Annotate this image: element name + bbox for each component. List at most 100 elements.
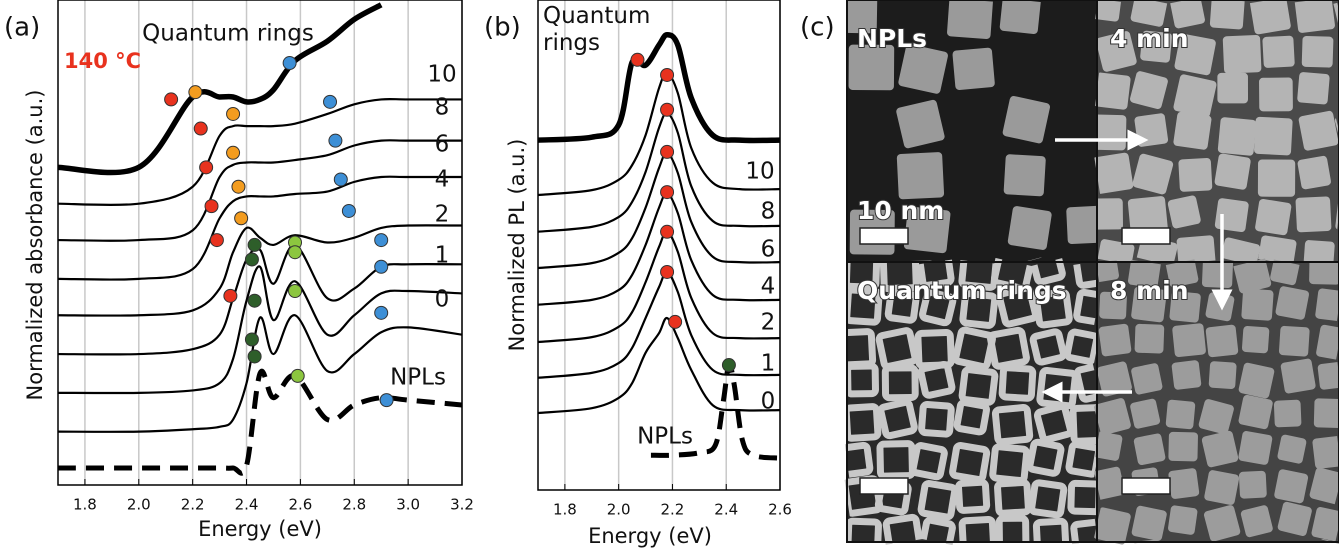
x-tick-label: 2.4 — [714, 501, 738, 519]
x-tick-label: 2.2 — [661, 501, 685, 519]
particle — [1069, 403, 1102, 445]
peak-marker — [244, 332, 259, 347]
panel-label: (c) — [800, 13, 835, 43]
scale-bar-label: 10 nm — [857, 196, 944, 225]
curve-label: Quantum rings — [142, 21, 314, 47]
peak-marker — [188, 85, 203, 100]
particle — [1316, 324, 1339, 361]
spectrum-line — [650, 362, 780, 461]
particle — [1134, 113, 1169, 147]
x-tick-label: 2.4 — [235, 496, 259, 514]
particle — [958, 366, 999, 406]
x-tick-label: 2.6 — [288, 496, 312, 514]
x-tick-label: 2.0 — [607, 501, 631, 519]
particle — [1178, 158, 1213, 192]
spectrum-line — [538, 32, 780, 144]
particle — [1169, 291, 1201, 323]
particle — [1130, 0, 1169, 27]
particle — [1032, 288, 1073, 329]
particle — [1029, 328, 1067, 366]
particle — [1173, 74, 1217, 118]
particle — [1093, 72, 1131, 110]
curve-label: 1 — [761, 351, 776, 377]
particle — [1238, 394, 1273, 430]
peak-marker — [660, 264, 675, 279]
particle — [909, 442, 948, 481]
plot-area — [538, 32, 780, 461]
particle — [1273, 399, 1302, 428]
spectrum-line — [58, 314, 462, 433]
peak-marker — [288, 284, 303, 298]
particle — [1091, 466, 1125, 500]
particle — [917, 480, 959, 521]
particle — [1127, 255, 1162, 289]
curve-label: 2 — [435, 202, 450, 228]
particle — [1131, 286, 1167, 323]
particle — [1169, 0, 1205, 29]
particle — [1174, 33, 1216, 76]
spectrum-line — [538, 270, 780, 379]
particle — [1257, 159, 1296, 197]
particle — [1133, 433, 1166, 466]
particle — [1033, 403, 1074, 444]
plot-area — [58, 2, 462, 476]
peak-marker — [374, 305, 389, 320]
particle — [1280, 358, 1316, 394]
peak-marker — [660, 67, 675, 82]
particle — [1140, 30, 1173, 63]
particle — [1201, 430, 1239, 468]
particle — [1066, 205, 1099, 245]
particle — [1134, 323, 1165, 354]
peak-marker — [226, 106, 241, 121]
particle — [884, 288, 920, 324]
curve-label: 10 — [427, 62, 456, 88]
particle — [1096, 31, 1137, 72]
particle — [1130, 71, 1168, 110]
particle — [995, 514, 1030, 545]
plot-frame — [57, 0, 463, 486]
curve-label: 8 — [435, 95, 450, 121]
peak-marker — [204, 199, 219, 214]
peak-marker — [660, 102, 675, 117]
particle — [1094, 198, 1123, 230]
particle — [1168, 431, 1198, 462]
spectrum-line — [58, 2, 383, 176]
particle — [991, 404, 1034, 446]
particle — [1131, 505, 1167, 541]
particle — [918, 400, 955, 438]
spectrum-line — [58, 368, 462, 476]
particle — [1259, 77, 1293, 112]
particle — [877, 398, 918, 440]
particle — [848, 44, 895, 91]
particle — [898, 44, 948, 94]
particle — [846, 517, 882, 549]
peak-marker — [209, 233, 224, 248]
particle — [896, 152, 945, 200]
curve-label: 8 — [761, 199, 776, 225]
x-tick-label: 2.8 — [342, 496, 366, 514]
particle — [1028, 479, 1068, 519]
curve-label: 0 — [761, 389, 776, 415]
peak-marker — [247, 349, 262, 364]
panel-label: (a) — [4, 13, 40, 43]
spectrum-line — [58, 175, 462, 281]
curve-label: NPLs — [637, 424, 693, 450]
peak-marker — [660, 144, 675, 159]
particle — [881, 364, 919, 402]
particle — [917, 360, 956, 399]
plot-frame — [537, 0, 781, 491]
spectrum-line — [58, 265, 462, 395]
particle — [1168, 468, 1200, 499]
particle — [1294, 0, 1335, 33]
particle — [1317, 361, 1339, 390]
particle — [1132, 153, 1174, 195]
particle — [875, 327, 919, 370]
peak-marker — [247, 293, 262, 308]
particle — [1249, 0, 1291, 35]
x-tick-label: 2.2 — [181, 496, 205, 514]
peak-marker — [290, 368, 305, 383]
peak-marker — [223, 288, 238, 303]
peak-marker — [374, 233, 389, 248]
particle — [1233, 255, 1272, 294]
curve-label: 4 — [761, 274, 776, 300]
